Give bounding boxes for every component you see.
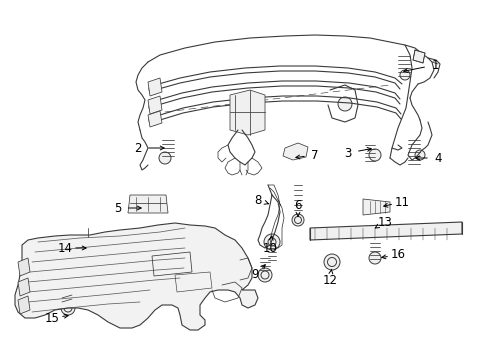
Circle shape (83, 237, 93, 247)
Circle shape (369, 149, 381, 161)
Circle shape (159, 152, 171, 164)
Polygon shape (413, 50, 425, 63)
Polygon shape (128, 195, 168, 213)
Polygon shape (283, 143, 308, 160)
Circle shape (149, 115, 159, 125)
Text: 16: 16 (391, 248, 406, 261)
Polygon shape (148, 111, 162, 127)
Polygon shape (18, 278, 30, 296)
Circle shape (149, 84, 159, 94)
Text: 7: 7 (311, 149, 319, 162)
Circle shape (64, 304, 72, 312)
Circle shape (149, 102, 159, 112)
Circle shape (264, 234, 280, 250)
Text: 2: 2 (134, 141, 142, 154)
Polygon shape (148, 96, 162, 114)
Text: 3: 3 (344, 147, 352, 159)
Circle shape (324, 254, 340, 270)
Polygon shape (148, 78, 162, 96)
Text: 5: 5 (114, 202, 122, 215)
Circle shape (61, 301, 75, 315)
Text: 4: 4 (434, 152, 442, 165)
Circle shape (290, 147, 300, 157)
Text: 1: 1 (431, 59, 439, 72)
Circle shape (294, 216, 301, 224)
Text: 12: 12 (322, 274, 338, 287)
Circle shape (369, 252, 381, 264)
Polygon shape (230, 90, 265, 135)
Text: 9: 9 (251, 269, 259, 282)
Circle shape (261, 271, 269, 279)
Circle shape (268, 238, 276, 246)
Text: 13: 13 (378, 216, 392, 229)
Text: 8: 8 (254, 194, 262, 207)
Polygon shape (15, 223, 258, 330)
Polygon shape (18, 258, 30, 276)
Text: 15: 15 (45, 311, 59, 324)
Polygon shape (310, 222, 462, 240)
Polygon shape (363, 199, 390, 215)
Circle shape (400, 70, 410, 80)
Circle shape (327, 257, 337, 266)
Text: 10: 10 (263, 242, 277, 255)
Circle shape (415, 150, 425, 160)
Text: 6: 6 (294, 198, 302, 212)
Polygon shape (18, 296, 30, 314)
Text: 14: 14 (57, 242, 73, 255)
Text: 11: 11 (394, 195, 410, 208)
Circle shape (258, 268, 272, 282)
Circle shape (338, 97, 352, 111)
Circle shape (292, 214, 304, 226)
